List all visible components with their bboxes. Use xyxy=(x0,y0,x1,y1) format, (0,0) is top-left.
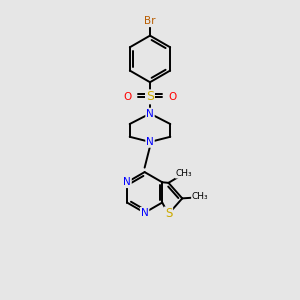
Text: N: N xyxy=(146,109,154,118)
Text: S: S xyxy=(146,90,154,103)
Text: CH₃: CH₃ xyxy=(192,192,208,201)
Text: S: S xyxy=(165,207,172,220)
Text: N: N xyxy=(141,208,148,218)
Text: O: O xyxy=(123,92,131,102)
Text: N: N xyxy=(146,137,154,147)
Text: O: O xyxy=(169,92,177,102)
Text: Br: Br xyxy=(144,16,156,26)
Text: CH₃: CH₃ xyxy=(176,169,192,178)
Text: N: N xyxy=(123,177,131,187)
